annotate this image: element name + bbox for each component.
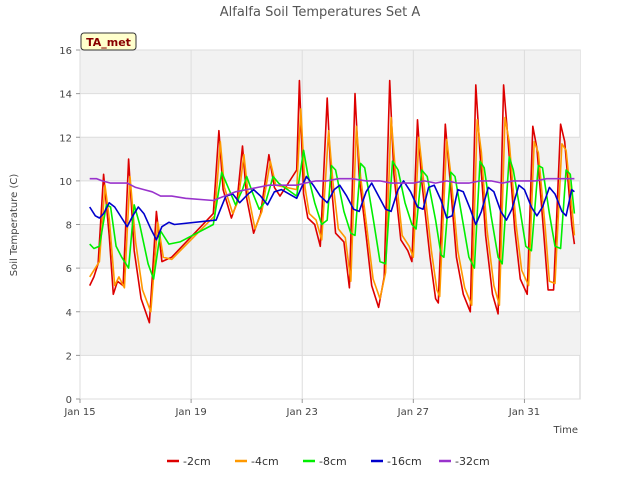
legend-label: -16cm [387,455,422,468]
x-tick-label: Jan 23 [286,407,318,418]
plot-band [80,50,580,94]
y-tick-label: 8 [66,221,72,232]
series-line--32cm [89,177,575,202]
x-tick-label: Jan 19 [174,407,206,418]
badge: TA_met [80,32,137,51]
legend: -2cm -4cm -8cm -16cm -32cm [167,455,490,468]
y-tick-label: 12 [59,133,72,144]
x-tick-label: Jan 31 [508,407,540,418]
y-tick-label: 2 [66,351,72,362]
legend-label: -32cm [455,455,490,468]
y-tick-label: 10 [59,177,72,188]
y-axis-label: Soil Temperature (C) [9,174,20,277]
series-lines [88,79,576,324]
series-line--16cm [89,175,575,241]
x-tick-label: Jan 15 [63,407,95,418]
y-tick-label: 0 [66,395,72,406]
series-line--8cm [89,149,576,280]
x-axis: Jan 15 Jan 19 Jan 23 Jan 27 Jan 31 [63,399,540,418]
y-tick-label: 14 [59,90,72,101]
legend-label: -4cm [251,455,279,468]
x-tick-label: Jan 27 [397,407,429,418]
legend-label: -8cm [319,455,347,468]
chart-title: Alfalfa Soil Temperatures Set A [220,5,421,20]
y-axis: 0 2 4 6 8 10 12 14 16 [59,46,80,406]
plot-bands [80,50,580,356]
badge-box [80,32,137,51]
plot-band [80,311,580,356]
series-line--4cm [89,108,576,313]
y-tick-label: 16 [59,46,72,57]
y-tick-label: 6 [66,264,72,275]
x-axis-label: Time [553,425,578,436]
badge-label: TA_met [86,36,131,49]
y-tick-label: 4 [66,308,72,319]
legend-label: -2cm [183,455,211,468]
